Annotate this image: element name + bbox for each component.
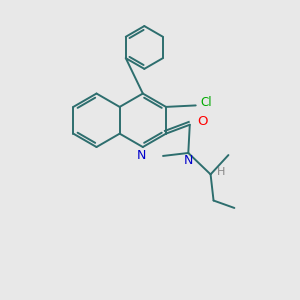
Text: N: N	[137, 148, 146, 161]
Text: H: H	[217, 167, 226, 177]
Text: N: N	[184, 154, 193, 167]
Text: Cl: Cl	[200, 96, 212, 109]
Text: O: O	[197, 115, 208, 128]
